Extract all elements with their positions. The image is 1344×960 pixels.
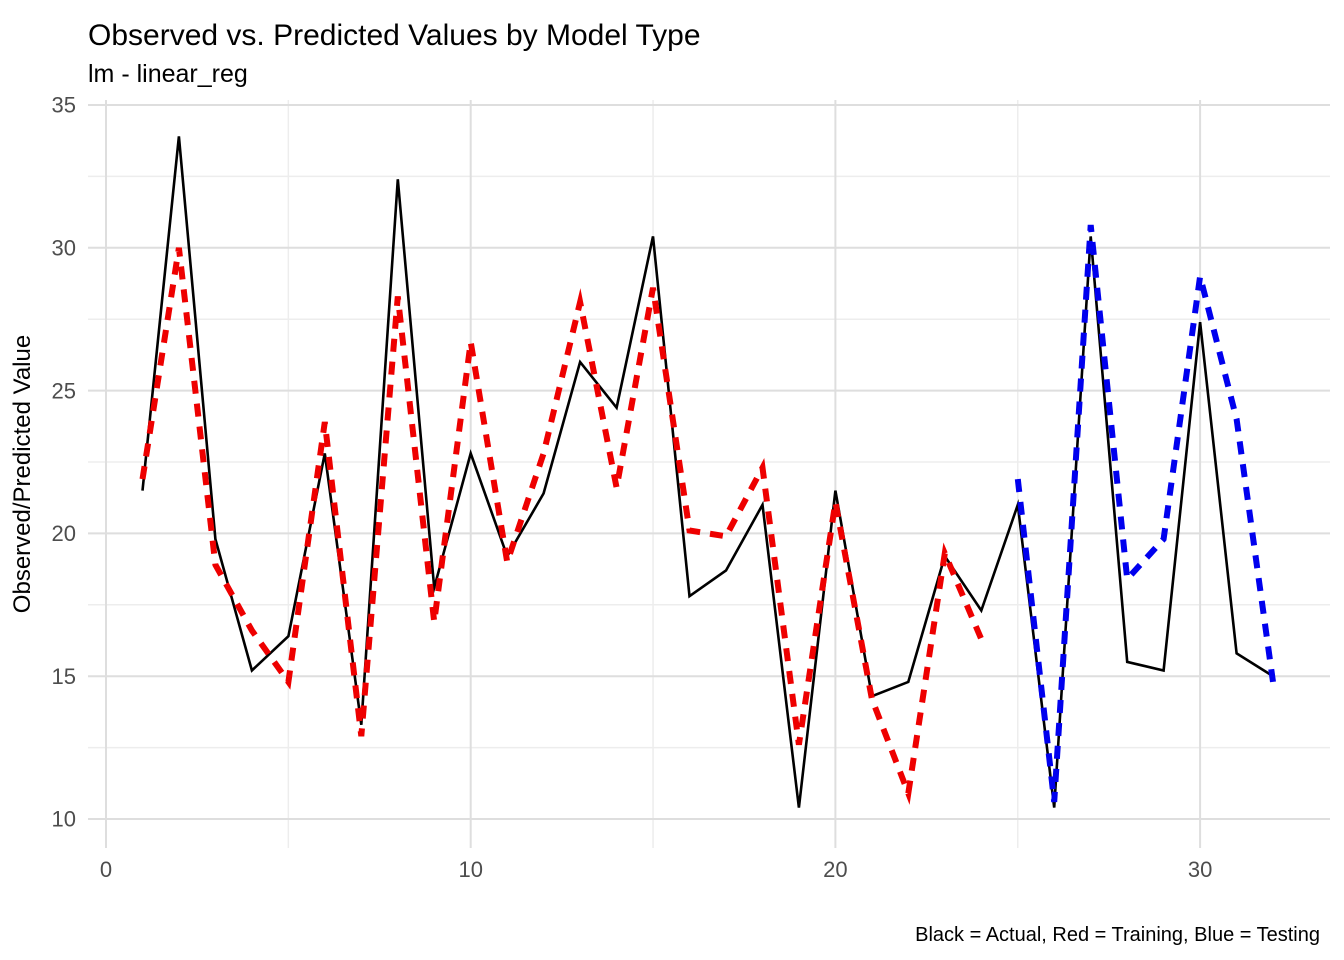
x-tick-label: 30 — [1188, 857, 1212, 882]
x-tick-label: 0 — [100, 857, 112, 882]
axis-tick-labels: 10 15 20 25 30 35 0 10 20 30 — [52, 93, 1213, 882]
series-actual-line — [141, 136, 1274, 808]
y-tick-label: 15 — [52, 664, 76, 689]
x-tick-label: 20 — [823, 857, 847, 882]
chart-caption: Black = Actual, Red = Training, Blue = T… — [915, 924, 1320, 946]
y-axis-title: Observed/Predicted Value — [9, 335, 36, 613]
y-tick-label: 20 — [52, 521, 76, 546]
y-tick-label: 10 — [52, 807, 76, 832]
y-tick-label: 25 — [52, 378, 76, 403]
data-series — [139, 136, 1276, 808]
y-tick-label: 35 — [52, 93, 76, 118]
series-testing-line — [1014, 224, 1276, 803]
y-tick-label: 30 — [52, 236, 76, 261]
x-tick-label: 10 — [458, 857, 482, 882]
series-training-line — [139, 247, 985, 805]
chart-title: Observed vs. Predicted Values by Model T… — [88, 19, 701, 52]
chart-subtitle: lm - linear_reg — [88, 60, 248, 88]
gridlines — [88, 100, 1330, 848]
